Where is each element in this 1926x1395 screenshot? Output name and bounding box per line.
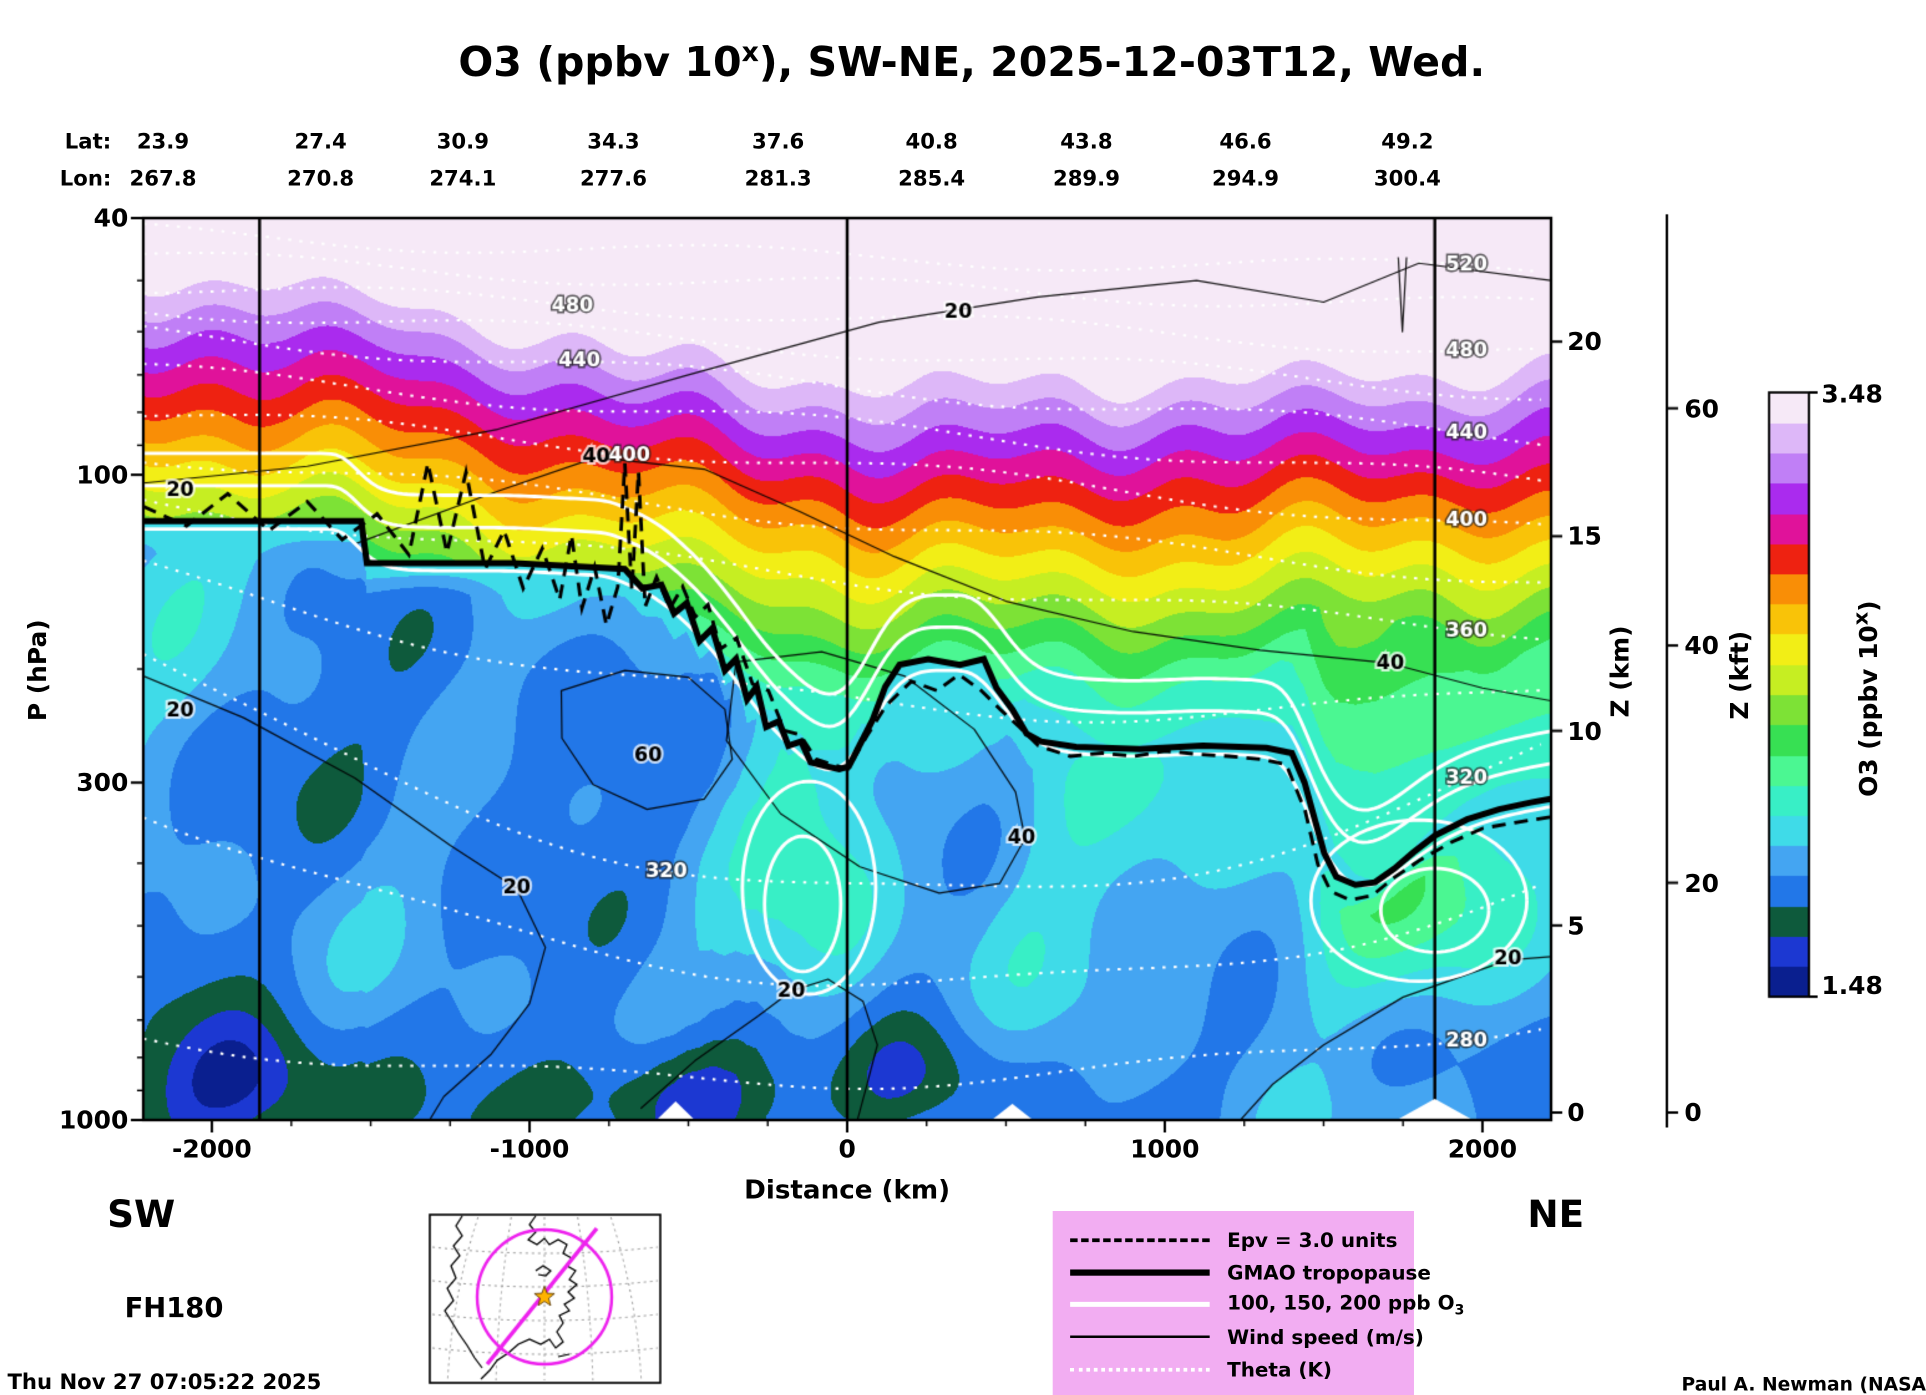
legend-item-thick-black: GMAO tropopause bbox=[1070, 1256, 1431, 1288]
lat-axis-prefix: Lat: bbox=[64, 129, 112, 155]
pressure-tick-label: 1000 bbox=[58, 1105, 129, 1135]
legend-item-dashed-black: Epv = 3.0 units bbox=[1070, 1223, 1399, 1255]
legend-item-dotted-white: Theta (K) bbox=[1070, 1353, 1399, 1385]
legend-item-label: Wind speed (m/s) bbox=[1227, 1324, 1424, 1349]
colorbar-title-pre: O3 (ppbv 10 bbox=[1853, 625, 1884, 797]
colorbar-max-label: 3.48 bbox=[1821, 378, 1883, 409]
distance-tick-label: 0 bbox=[838, 1133, 856, 1164]
lon-tick-value: 300.4 bbox=[1373, 166, 1441, 192]
pressure-tick-label: 100 bbox=[76, 459, 129, 490]
distance-axis-title: Distance (km) bbox=[744, 1174, 951, 1205]
legend-item-label: Theta (K) bbox=[1227, 1357, 1333, 1381]
lon-tick-value: 277.6 bbox=[579, 166, 647, 192]
lon-tick-value: 267.8 bbox=[129, 166, 197, 192]
lon-tick-value: 281.3 bbox=[744, 166, 812, 192]
distance-tick-label: -2000 bbox=[172, 1133, 252, 1164]
z-km-tick-label: 10 bbox=[1567, 715, 1602, 746]
pressure-tick-label: 40 bbox=[93, 203, 129, 233]
page-title: O3 (ppbv 10x), SW-NE, 2025-12-03T12, Wed… bbox=[143, 37, 1800, 86]
colorbar-title-exponent: x bbox=[1848, 611, 1873, 626]
legend: Epv = 3.0 units GMAO tropopause 100, 150, … bbox=[1052, 1210, 1464, 1395]
lon-tick-value: 270.8 bbox=[287, 166, 355, 192]
credit-label: Paul A. Newman (NASA bbox=[1681, 1372, 1926, 1395]
lat-tick-value: 37.6 bbox=[752, 129, 805, 155]
legend-subscript: 3 bbox=[1454, 1301, 1465, 1319]
z-kft-tick-label: 60 bbox=[1684, 393, 1720, 424]
z-km-tick-label: 20 bbox=[1567, 326, 1602, 357]
legend-item-label: GMAO tropopause bbox=[1227, 1260, 1431, 1284]
legend-line-sample-dashed-black bbox=[1070, 1237, 1210, 1242]
legend-line-sample-dotted-white bbox=[1070, 1367, 1210, 1372]
lat-tick-value: 40.8 bbox=[905, 129, 958, 155]
lat-tick-value: 43.8 bbox=[1060, 129, 1113, 155]
legend-line-sample-thick-black bbox=[1070, 1268, 1210, 1276]
legend-item-label: Epv = 3.0 units bbox=[1227, 1227, 1398, 1252]
lat-tick-value: 23.9 bbox=[136, 129, 190, 155]
colorbar-title: O3 (ppbv 10x) bbox=[1849, 574, 1883, 823]
lon-tick-value: 285.4 bbox=[898, 166, 966, 192]
z-kft-tick-label: 0 bbox=[1684, 1097, 1702, 1128]
colorbar-min-label: 1.48 bbox=[1821, 970, 1883, 1001]
legend-item-label: 100, 150, 200 ppb O3 bbox=[1227, 1290, 1465, 1319]
lat-tick-value: 27.4 bbox=[294, 129, 347, 155]
distance-tick-label: 2000 bbox=[1447, 1133, 1518, 1164]
lon-axis: 267.8 270.8 274.1 277.6 281.3 285.4 289.9 294.9… bbox=[0, 167, 1926, 192]
z-km-tick-label: 0 bbox=[1567, 1097, 1585, 1128]
timestamp-label: Thu Nov 27 07:05:22 2025 bbox=[7, 1370, 322, 1395]
lon-tick-value: 289.9 bbox=[1052, 166, 1120, 192]
lat-tick-value: 30.9 bbox=[436, 129, 489, 155]
lon-tick-value: 294.9 bbox=[1212, 166, 1280, 192]
distance-tick-label: -1000 bbox=[489, 1133, 570, 1164]
lon-tick-value: 274.1 bbox=[429, 166, 497, 192]
lat-axis: 23.9 27.4 30.9 34.3 37.6 40.8 43.8 46.6 49.2 bbox=[0, 130, 1926, 155]
lon-axis-prefix: Lon: bbox=[59, 166, 112, 192]
title-exponent: x bbox=[741, 37, 759, 69]
forecast-hour-label: FH180 bbox=[124, 1293, 224, 1325]
legend-item-thick-white: 100, 150, 200 ppb O3 bbox=[1070, 1288, 1464, 1320]
colorbar-title-post: ) bbox=[1853, 600, 1884, 612]
lat-tick-value: 49.2 bbox=[1381, 129, 1434, 155]
z-kft-tick-label: 40 bbox=[1684, 630, 1720, 661]
z-km-axis-title: Z (km) bbox=[1604, 625, 1635, 718]
pressure-axis-title: P (hPa) bbox=[22, 619, 53, 722]
z-kft-axis-title: Z (kft) bbox=[1724, 630, 1755, 720]
sw-endpoint-label: SW bbox=[107, 1193, 176, 1238]
pressure-tick-label: 300 bbox=[76, 767, 129, 798]
legend-line-sample-thin-black bbox=[1070, 1335, 1210, 1338]
lat-tick-value: 46.6 bbox=[1219, 129, 1272, 155]
lat-tick-value: 34.3 bbox=[587, 129, 640, 155]
title-post: ), SW-NE, 2025-12-03T12, Wed. bbox=[758, 37, 1486, 86]
legend-item-thin-black: Wind speed (m/s) bbox=[1070, 1321, 1424, 1353]
z-km-tick-label: 15 bbox=[1567, 521, 1602, 552]
distance-tick-label: 1000 bbox=[1130, 1133, 1200, 1164]
legend-line-sample-thick-white bbox=[1070, 1301, 1210, 1307]
z-kft-tick-label: 20 bbox=[1684, 867, 1720, 898]
z-km-tick-label: 5 bbox=[1567, 910, 1585, 941]
ne-endpoint-label: NE bbox=[1527, 1193, 1585, 1238]
title-pre: O3 (ppbv 10 bbox=[458, 37, 742, 86]
